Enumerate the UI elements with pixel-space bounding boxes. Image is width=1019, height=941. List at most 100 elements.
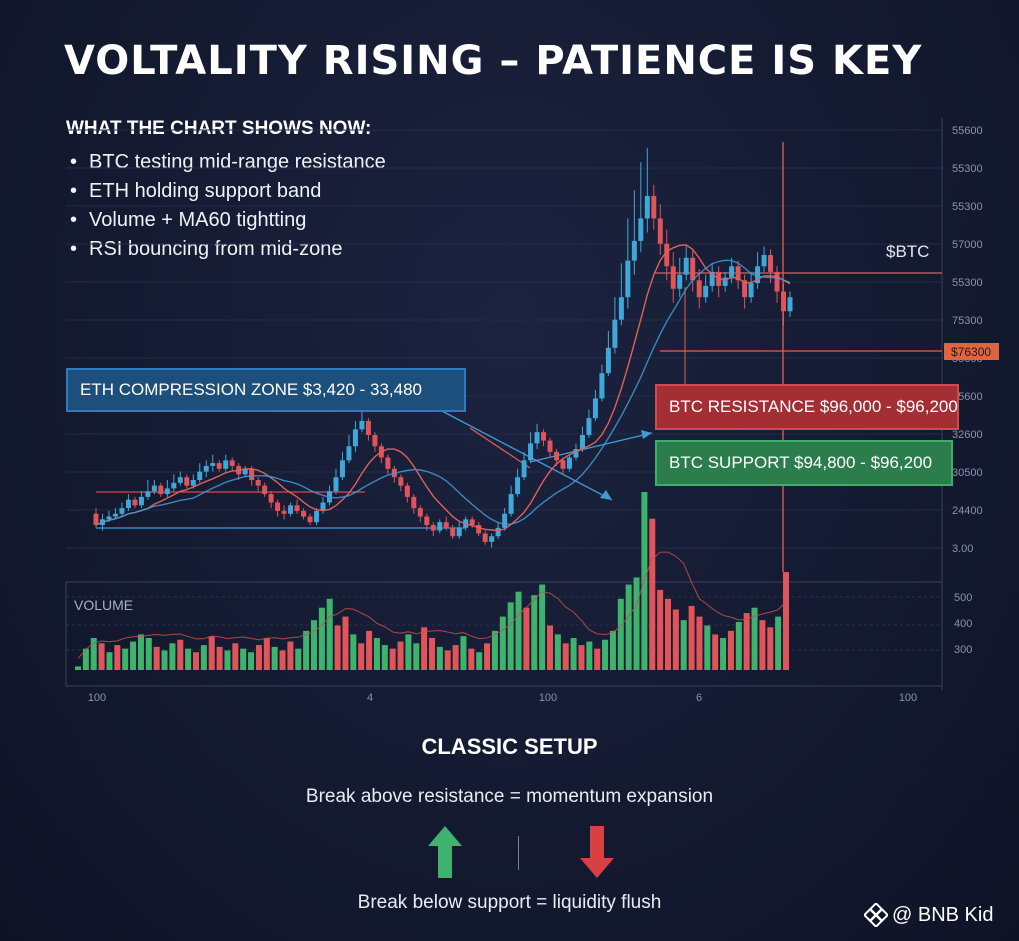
volume-bar xyxy=(114,645,121,670)
volume-bar xyxy=(169,643,176,670)
axes-layer: 5560055300553005700055300753005560035600… xyxy=(88,125,983,704)
candle-body xyxy=(268,494,274,503)
volume-bar xyxy=(137,634,144,670)
candle-body xyxy=(385,457,391,469)
price-tick-label: 32600 xyxy=(952,429,983,441)
candle-body xyxy=(132,499,138,506)
volume-bar xyxy=(82,648,89,670)
volume-bar xyxy=(303,630,310,670)
volume-bar xyxy=(177,639,184,670)
candle-body xyxy=(761,255,767,267)
volume-bar xyxy=(759,620,766,670)
trend-lines-layer xyxy=(95,244,791,532)
volume-bar xyxy=(460,636,467,670)
volume-bar xyxy=(366,630,373,670)
candle-body xyxy=(625,260,631,298)
candle-body xyxy=(190,480,196,486)
candle-body xyxy=(755,266,761,284)
volume-bar xyxy=(783,572,789,670)
candle-body xyxy=(177,477,183,483)
candle-body xyxy=(599,373,605,399)
candle-body xyxy=(502,513,508,528)
volume-bar xyxy=(350,634,357,670)
volume-bar xyxy=(240,648,247,670)
volume-bar xyxy=(106,652,113,670)
btc-support-label: BTC SUPPORT $94,800 - $96,200 xyxy=(655,440,953,486)
price-tick-label: 55300 xyxy=(952,277,983,289)
break-above-text: Break above resistance = momentum expans… xyxy=(305,786,714,807)
candle-body xyxy=(579,435,585,450)
candle-body xyxy=(255,480,261,486)
volume-bar xyxy=(318,607,325,670)
candle-body xyxy=(670,266,676,289)
candle-body xyxy=(333,477,339,492)
volume-bar xyxy=(672,609,679,670)
volume-ma-line xyxy=(77,551,787,659)
candle-body xyxy=(164,488,170,495)
candle-body xyxy=(690,257,696,281)
eth-compression-zone-label: ETH COMPRESSION ZONE $3,420 - 33,480 xyxy=(66,368,466,412)
x-tick-label: 4 xyxy=(367,692,373,704)
price-tick-label: 75300 xyxy=(952,315,983,327)
candle-body xyxy=(112,513,118,517)
candle-body xyxy=(93,513,99,525)
volume-bar xyxy=(515,591,522,670)
candle-body xyxy=(560,460,566,469)
candle-body xyxy=(554,451,560,461)
candle-body xyxy=(275,502,281,511)
price-chart: 5560055300553005700055300753005560035600… xyxy=(65,118,999,704)
candle-body xyxy=(158,485,164,495)
volume-bar xyxy=(295,648,302,670)
volume-tick-label: 300 xyxy=(954,644,972,656)
candle-body xyxy=(301,510,307,517)
volume-bar xyxy=(657,589,664,670)
btc-ticker-label: $BTC xyxy=(886,242,930,261)
x-tick-label: 6 xyxy=(696,692,702,704)
candle-body xyxy=(722,277,728,286)
support-pointer-head xyxy=(641,430,652,439)
volume-bar xyxy=(609,630,616,670)
break-below-text: Break below support = liquidity flush xyxy=(357,892,662,913)
candle-body xyxy=(339,460,345,478)
volume-bar xyxy=(271,646,278,670)
volume-bar xyxy=(484,643,491,670)
candle-body xyxy=(456,527,462,537)
volume-bar xyxy=(397,641,404,670)
candle-body xyxy=(469,519,475,525)
brand-watermark: @ BNB Kid xyxy=(864,903,993,927)
volume-bar xyxy=(224,650,231,670)
volume-bar xyxy=(452,645,459,670)
candle-body xyxy=(203,465,209,472)
candle-body xyxy=(644,195,650,219)
volume-bar xyxy=(720,637,727,670)
candle-body xyxy=(528,443,534,461)
candle-body xyxy=(197,471,203,480)
volume-bar xyxy=(539,584,546,670)
candle-body xyxy=(288,505,294,514)
volume-bar xyxy=(130,641,137,670)
candle-body xyxy=(359,420,365,430)
candle-body xyxy=(210,463,216,466)
price-tag: $76300 xyxy=(951,345,991,359)
candle-body xyxy=(138,496,144,506)
candle-body xyxy=(742,280,748,298)
candle-body xyxy=(774,271,780,292)
volume-bar xyxy=(208,636,215,670)
volume-bar xyxy=(767,627,774,670)
volume-bar xyxy=(507,602,514,670)
candle-body xyxy=(404,485,410,497)
volume-bar xyxy=(381,645,388,670)
volume-bar xyxy=(649,518,656,670)
volume-bar xyxy=(468,648,475,670)
candle-body xyxy=(547,440,553,452)
candle-body xyxy=(489,536,495,542)
candle-body xyxy=(683,257,689,275)
price-tick-label: 55300 xyxy=(952,201,983,213)
price-tick-label: 55600 xyxy=(952,125,983,137)
x-tick-label: 100 xyxy=(88,692,106,704)
x-tick-label: 100 xyxy=(539,692,557,704)
candle-body xyxy=(249,468,255,480)
volume-bar xyxy=(326,598,333,670)
candle-body xyxy=(242,468,248,475)
candle-body xyxy=(262,485,268,495)
